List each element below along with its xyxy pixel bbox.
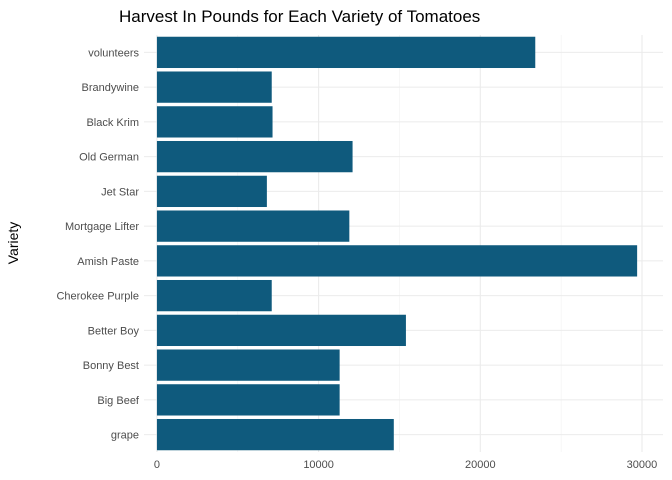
bar-cherokee-purple [156, 279, 272, 312]
bar-bonny-best [156, 349, 340, 381]
bar-black-krim [156, 106, 273, 138]
x-tick-label: 0 [154, 459, 160, 471]
y-tick-label: Brandywine [82, 82, 139, 94]
y-tick-labels: grape Big Beef Bonny Best Better Boy Cheroke… [56, 47, 139, 441]
bar-volunteers [156, 36, 536, 69]
bar-big-beef [156, 384, 340, 416]
x-tick-label: 30000 [627, 459, 658, 471]
bar-jet-star [156, 175, 267, 208]
y-axis-title: Variety [5, 222, 21, 265]
y-tick-label: grape [111, 430, 139, 442]
y-tick-label: Cherokee Purple [56, 291, 139, 303]
y-tick-label: Old German [79, 152, 139, 164]
y-tick-label: Bonny Best [83, 360, 139, 372]
y-tick-label: Big Beef [97, 395, 140, 407]
y-tick-label: Black Krim [86, 117, 139, 129]
x-tick-label: 20000 [465, 459, 496, 471]
y-tick-label: Jet Star [101, 186, 139, 198]
bar-brandywine [156, 71, 272, 103]
bar-mortgage-lifter [156, 210, 350, 242]
bars [156, 36, 638, 451]
y-tick-label: Mortgage Lifter [65, 221, 139, 233]
y-tick-label: Amish Paste [77, 256, 139, 268]
bar-amish-paste [156, 245, 638, 277]
bar-old-german [156, 140, 353, 173]
x-tick-labels: 0 10000 20000 30000 [154, 459, 657, 471]
y-tick-label: volunteers [88, 47, 139, 59]
bar-grape [156, 418, 394, 451]
chart-title: Harvest In Pounds for Each Variety of To… [119, 7, 480, 26]
y-tick-label: Better Boy [88, 325, 140, 337]
bar-better-boy [156, 314, 406, 347]
x-tick-label: 10000 [303, 459, 334, 471]
